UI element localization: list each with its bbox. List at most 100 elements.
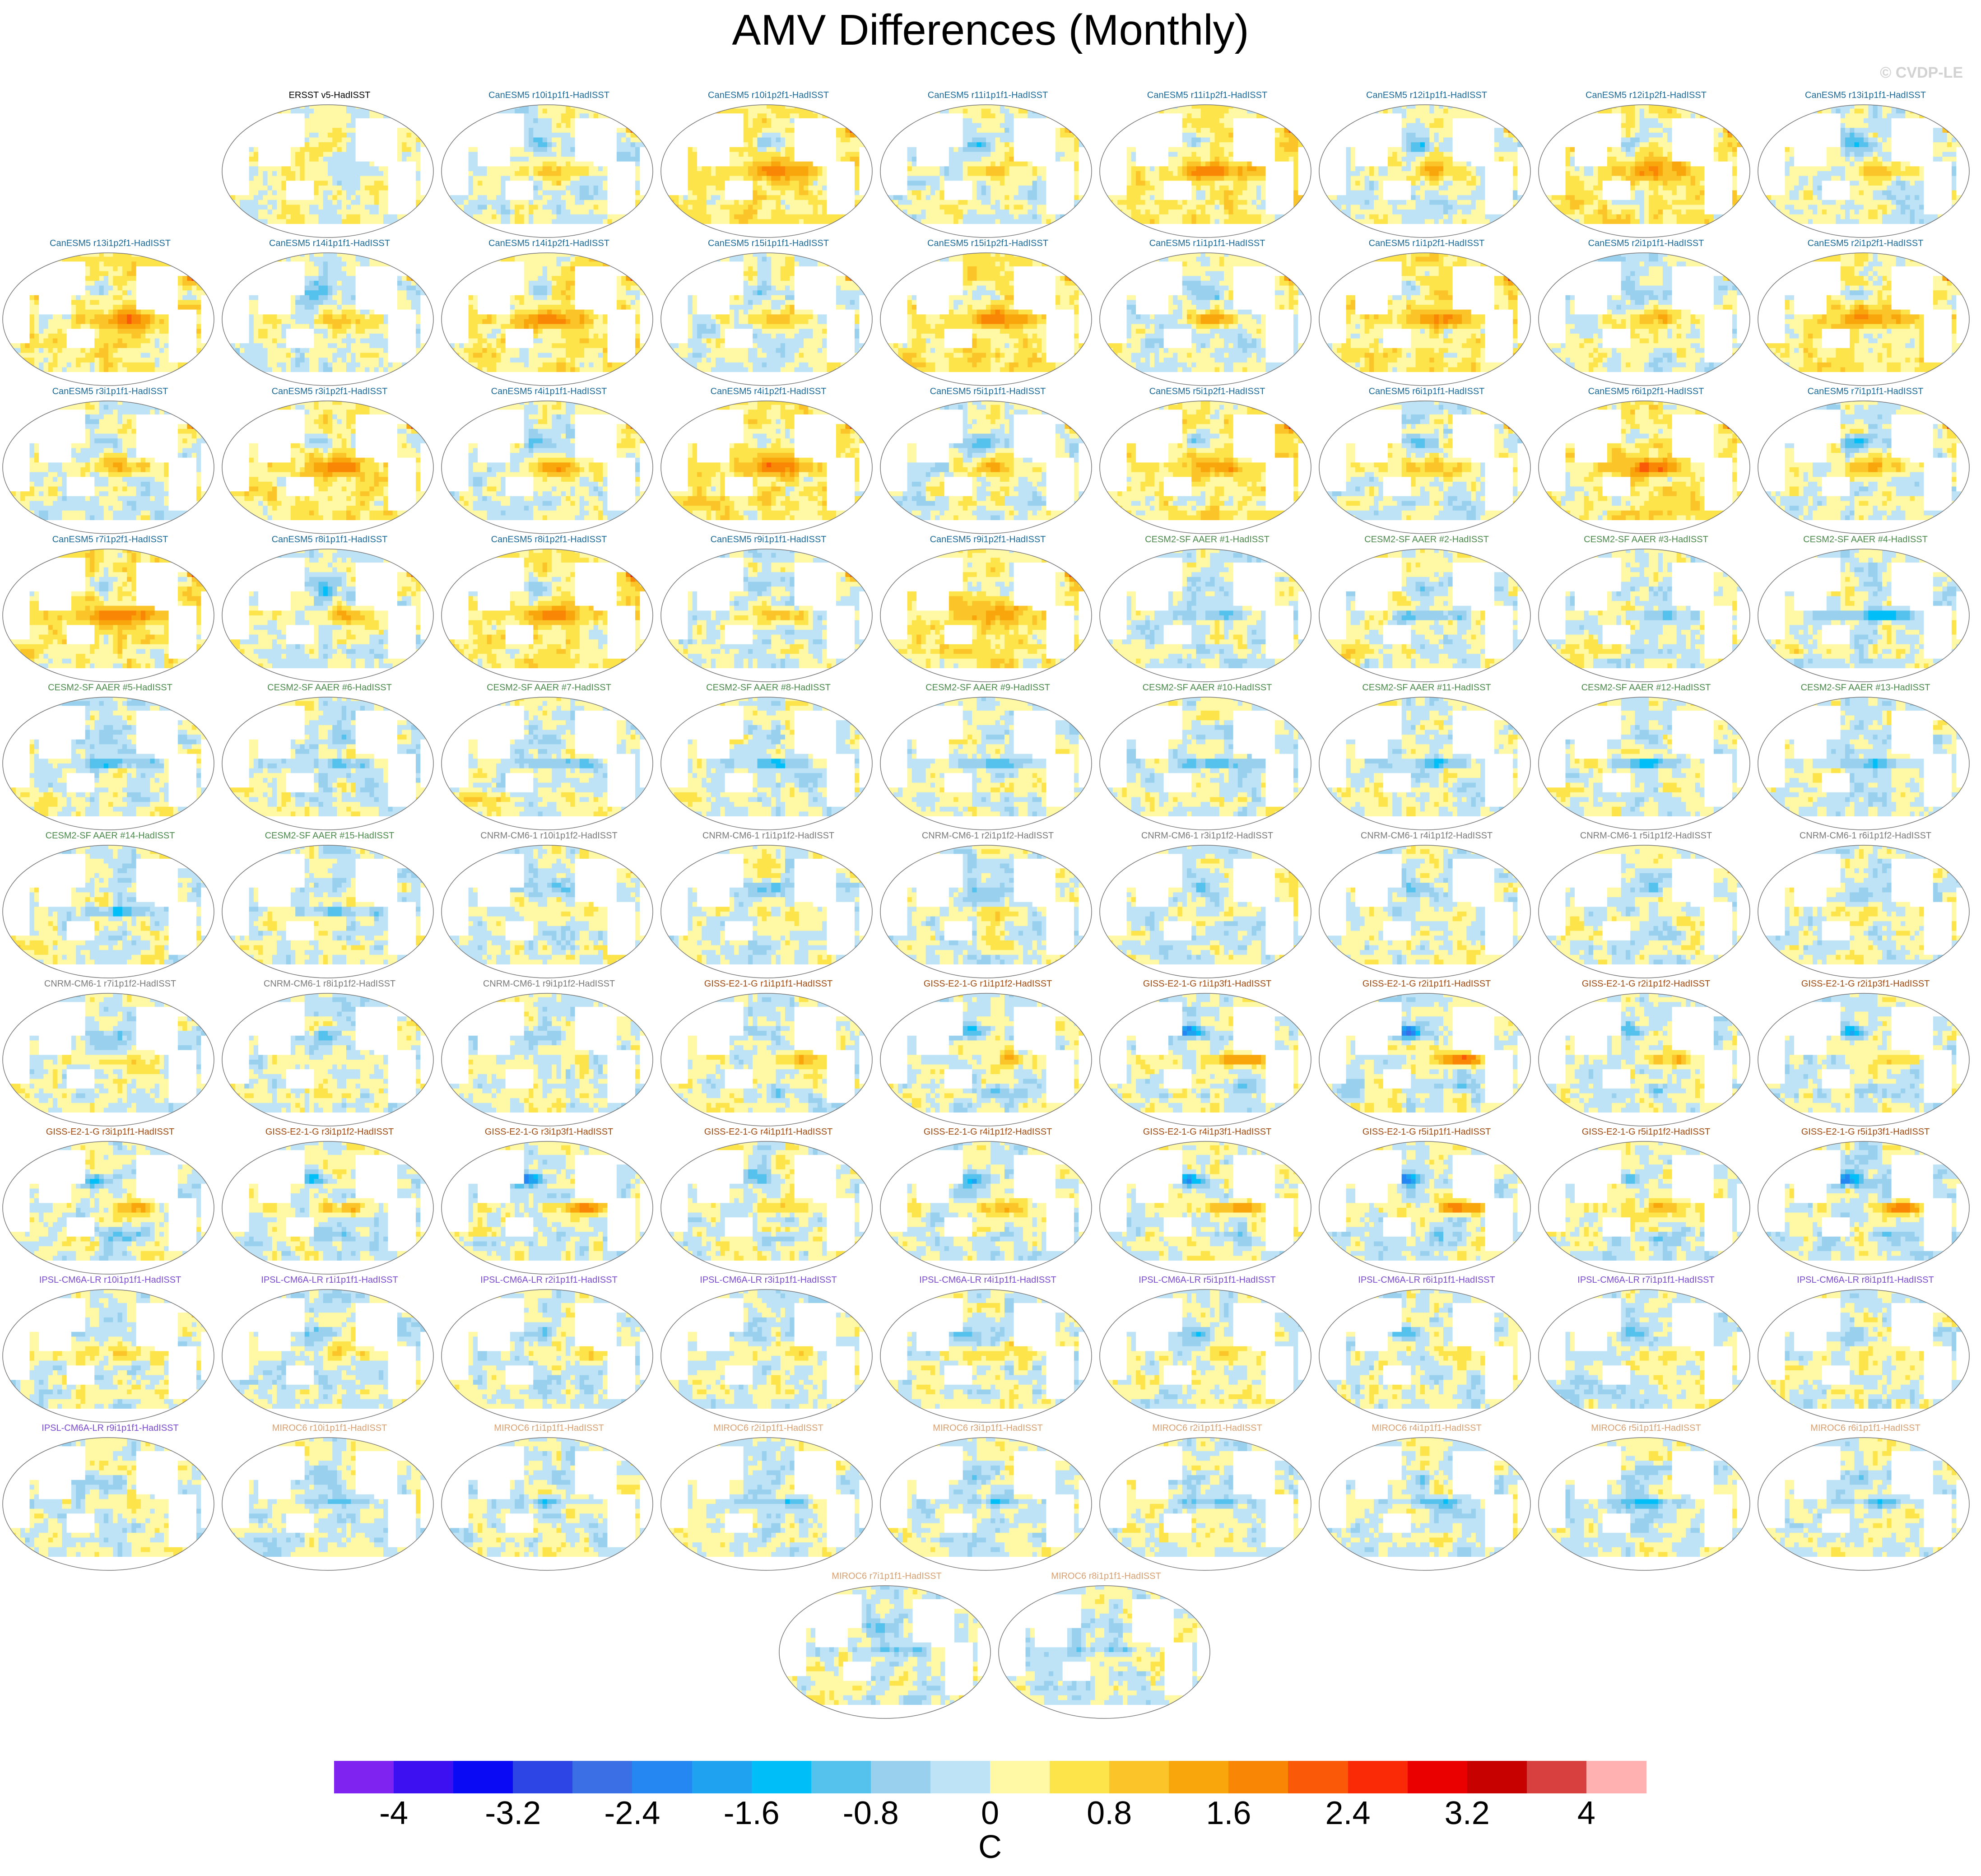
map-cell (972, 186, 977, 191)
map-cell (753, 176, 758, 181)
map-cell (1028, 138, 1032, 143)
map-cell (813, 209, 818, 214)
map-cell (393, 123, 398, 128)
map-cell (921, 171, 926, 176)
map-cell (644, 171, 649, 176)
map-cell (762, 152, 767, 157)
map-cell (1070, 142, 1074, 147)
map-cell (607, 152, 612, 157)
map-cell (501, 157, 506, 162)
map-cell (594, 181, 599, 186)
map-cell (665, 233, 670, 238)
map-cell (734, 109, 739, 114)
map-cell (240, 214, 245, 219)
map-cell (898, 166, 903, 171)
map-cell (1004, 147, 1009, 152)
map-cell (388, 229, 393, 234)
map-cell (804, 219, 809, 224)
map-cell (725, 186, 730, 191)
map-cell (464, 176, 469, 181)
map-cell (822, 229, 827, 234)
map-cell (598, 191, 603, 196)
map-cell (836, 138, 841, 143)
map-cell (799, 118, 804, 123)
map-cell (953, 205, 958, 210)
map-cell (744, 205, 749, 210)
map-cell (473, 191, 478, 196)
map-cell (510, 229, 515, 234)
map-cell (318, 123, 323, 128)
map-cell (464, 229, 469, 234)
map-cell (841, 209, 846, 214)
map-cell (977, 138, 981, 143)
map-cell (506, 181, 511, 186)
map-cell (570, 219, 575, 224)
map-cell (808, 133, 813, 138)
map-cell (1065, 176, 1070, 181)
map-cell (519, 219, 524, 224)
map-cell (912, 186, 917, 191)
map-cell (804, 205, 809, 210)
map-cell (420, 191, 425, 196)
map-cell (272, 104, 277, 109)
map-cell (1032, 181, 1037, 186)
map-cell (450, 152, 455, 157)
map-cell (1046, 181, 1051, 186)
map-panel: CanESM5 r10i1p1f1-HadISST (441, 90, 657, 248)
map-cell (944, 142, 949, 147)
map-cell (286, 200, 291, 205)
map-cell (487, 152, 492, 157)
map-cell (921, 181, 926, 186)
map-cell (524, 191, 529, 196)
map-cell (972, 104, 977, 109)
map-cell (235, 109, 240, 114)
map-cell (524, 142, 529, 147)
map-cell (762, 205, 767, 210)
map-cell (323, 195, 328, 200)
map-cell (930, 171, 935, 176)
map-cell (1056, 133, 1060, 138)
map-cell (393, 152, 398, 157)
map-cell (795, 205, 800, 210)
map-cell (557, 133, 562, 138)
map-cell (781, 123, 786, 128)
map-cell (748, 138, 753, 143)
map-cell (855, 219, 860, 224)
map-cell (281, 128, 286, 133)
map-cell (734, 214, 739, 219)
map-cell (281, 113, 286, 118)
map-cell (524, 205, 529, 210)
map-cell (291, 142, 296, 147)
map-cell (226, 214, 231, 219)
map-cell (813, 138, 818, 143)
map-cell (855, 200, 860, 205)
map-cell (921, 205, 926, 210)
map-cell (235, 166, 240, 171)
map-cell (958, 138, 963, 143)
map-cell (1042, 205, 1046, 210)
map-cell (529, 219, 534, 224)
map-cell (300, 214, 305, 219)
map-cell (621, 229, 626, 234)
map-cell (420, 166, 425, 171)
map-cell (268, 195, 273, 200)
map-cell (492, 195, 497, 200)
map-cell (972, 118, 977, 123)
map-cell (411, 152, 416, 157)
map-cell (557, 162, 562, 167)
map-cell (351, 162, 356, 167)
map-cell (748, 191, 753, 196)
map-cell (725, 113, 730, 118)
map-cell (683, 113, 688, 118)
map-cell (272, 166, 277, 171)
map-cell (832, 142, 837, 147)
map-cell (795, 229, 800, 234)
map-cell (441, 147, 446, 152)
map-cell (487, 209, 492, 214)
map-cell (570, 191, 575, 196)
map-cell (1046, 162, 1051, 167)
map-cell (1065, 186, 1070, 191)
map-cell (244, 133, 249, 138)
map-cell (827, 138, 832, 143)
map-cell (314, 209, 319, 214)
